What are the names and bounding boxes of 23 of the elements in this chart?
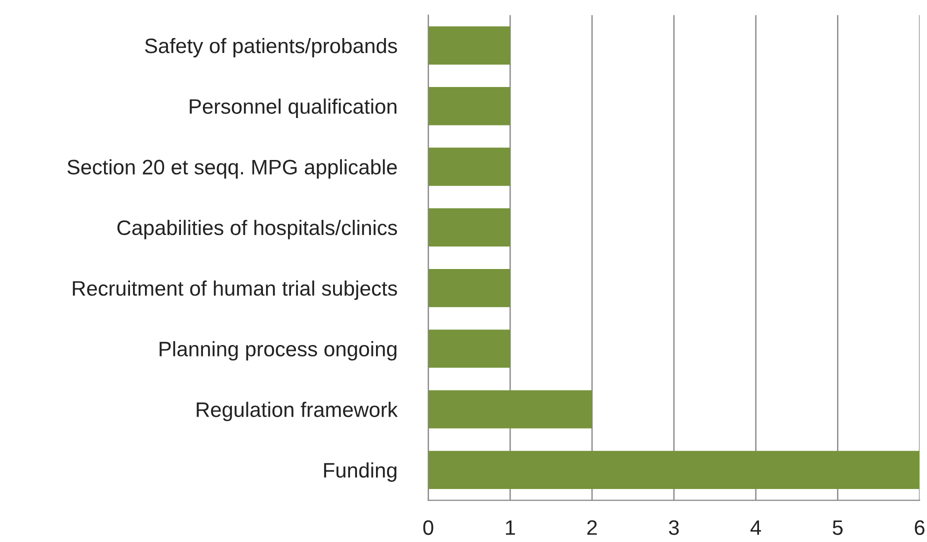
x-tick-label: 5 [832,520,843,536]
x-tick-label: 2 [587,520,597,535]
bar [428,87,510,126]
x-tick-label: 0 [423,520,434,536]
bar [428,450,920,490]
bar [428,390,592,428]
bar [428,208,510,247]
x-tick-label: 6 [914,520,924,536]
bar [428,330,510,368]
x-tick-label: 3 [668,520,679,536]
y-tick-label: Recruitment of human trial subjects [72,280,397,300]
y-tick-label: Funding [324,462,396,482]
y-tick-label: Capabilities of hospitals/clinics [117,220,397,240]
y-tick-label: Section 20 et seqq. MPG applicable [67,159,397,179]
bar [428,148,510,186]
y-tick-label: Safety of patients/probands [145,38,397,58]
bar [428,26,510,65]
bar [428,268,510,308]
x-tick-label: 4 [750,520,761,535]
y-tick-label: Personnel qualification [190,98,396,118]
y-tick-label: Planning process ongoing [160,341,396,361]
y-tick-label: Regulation framework [196,402,398,422]
x-tick-label: 1 [506,520,515,535]
